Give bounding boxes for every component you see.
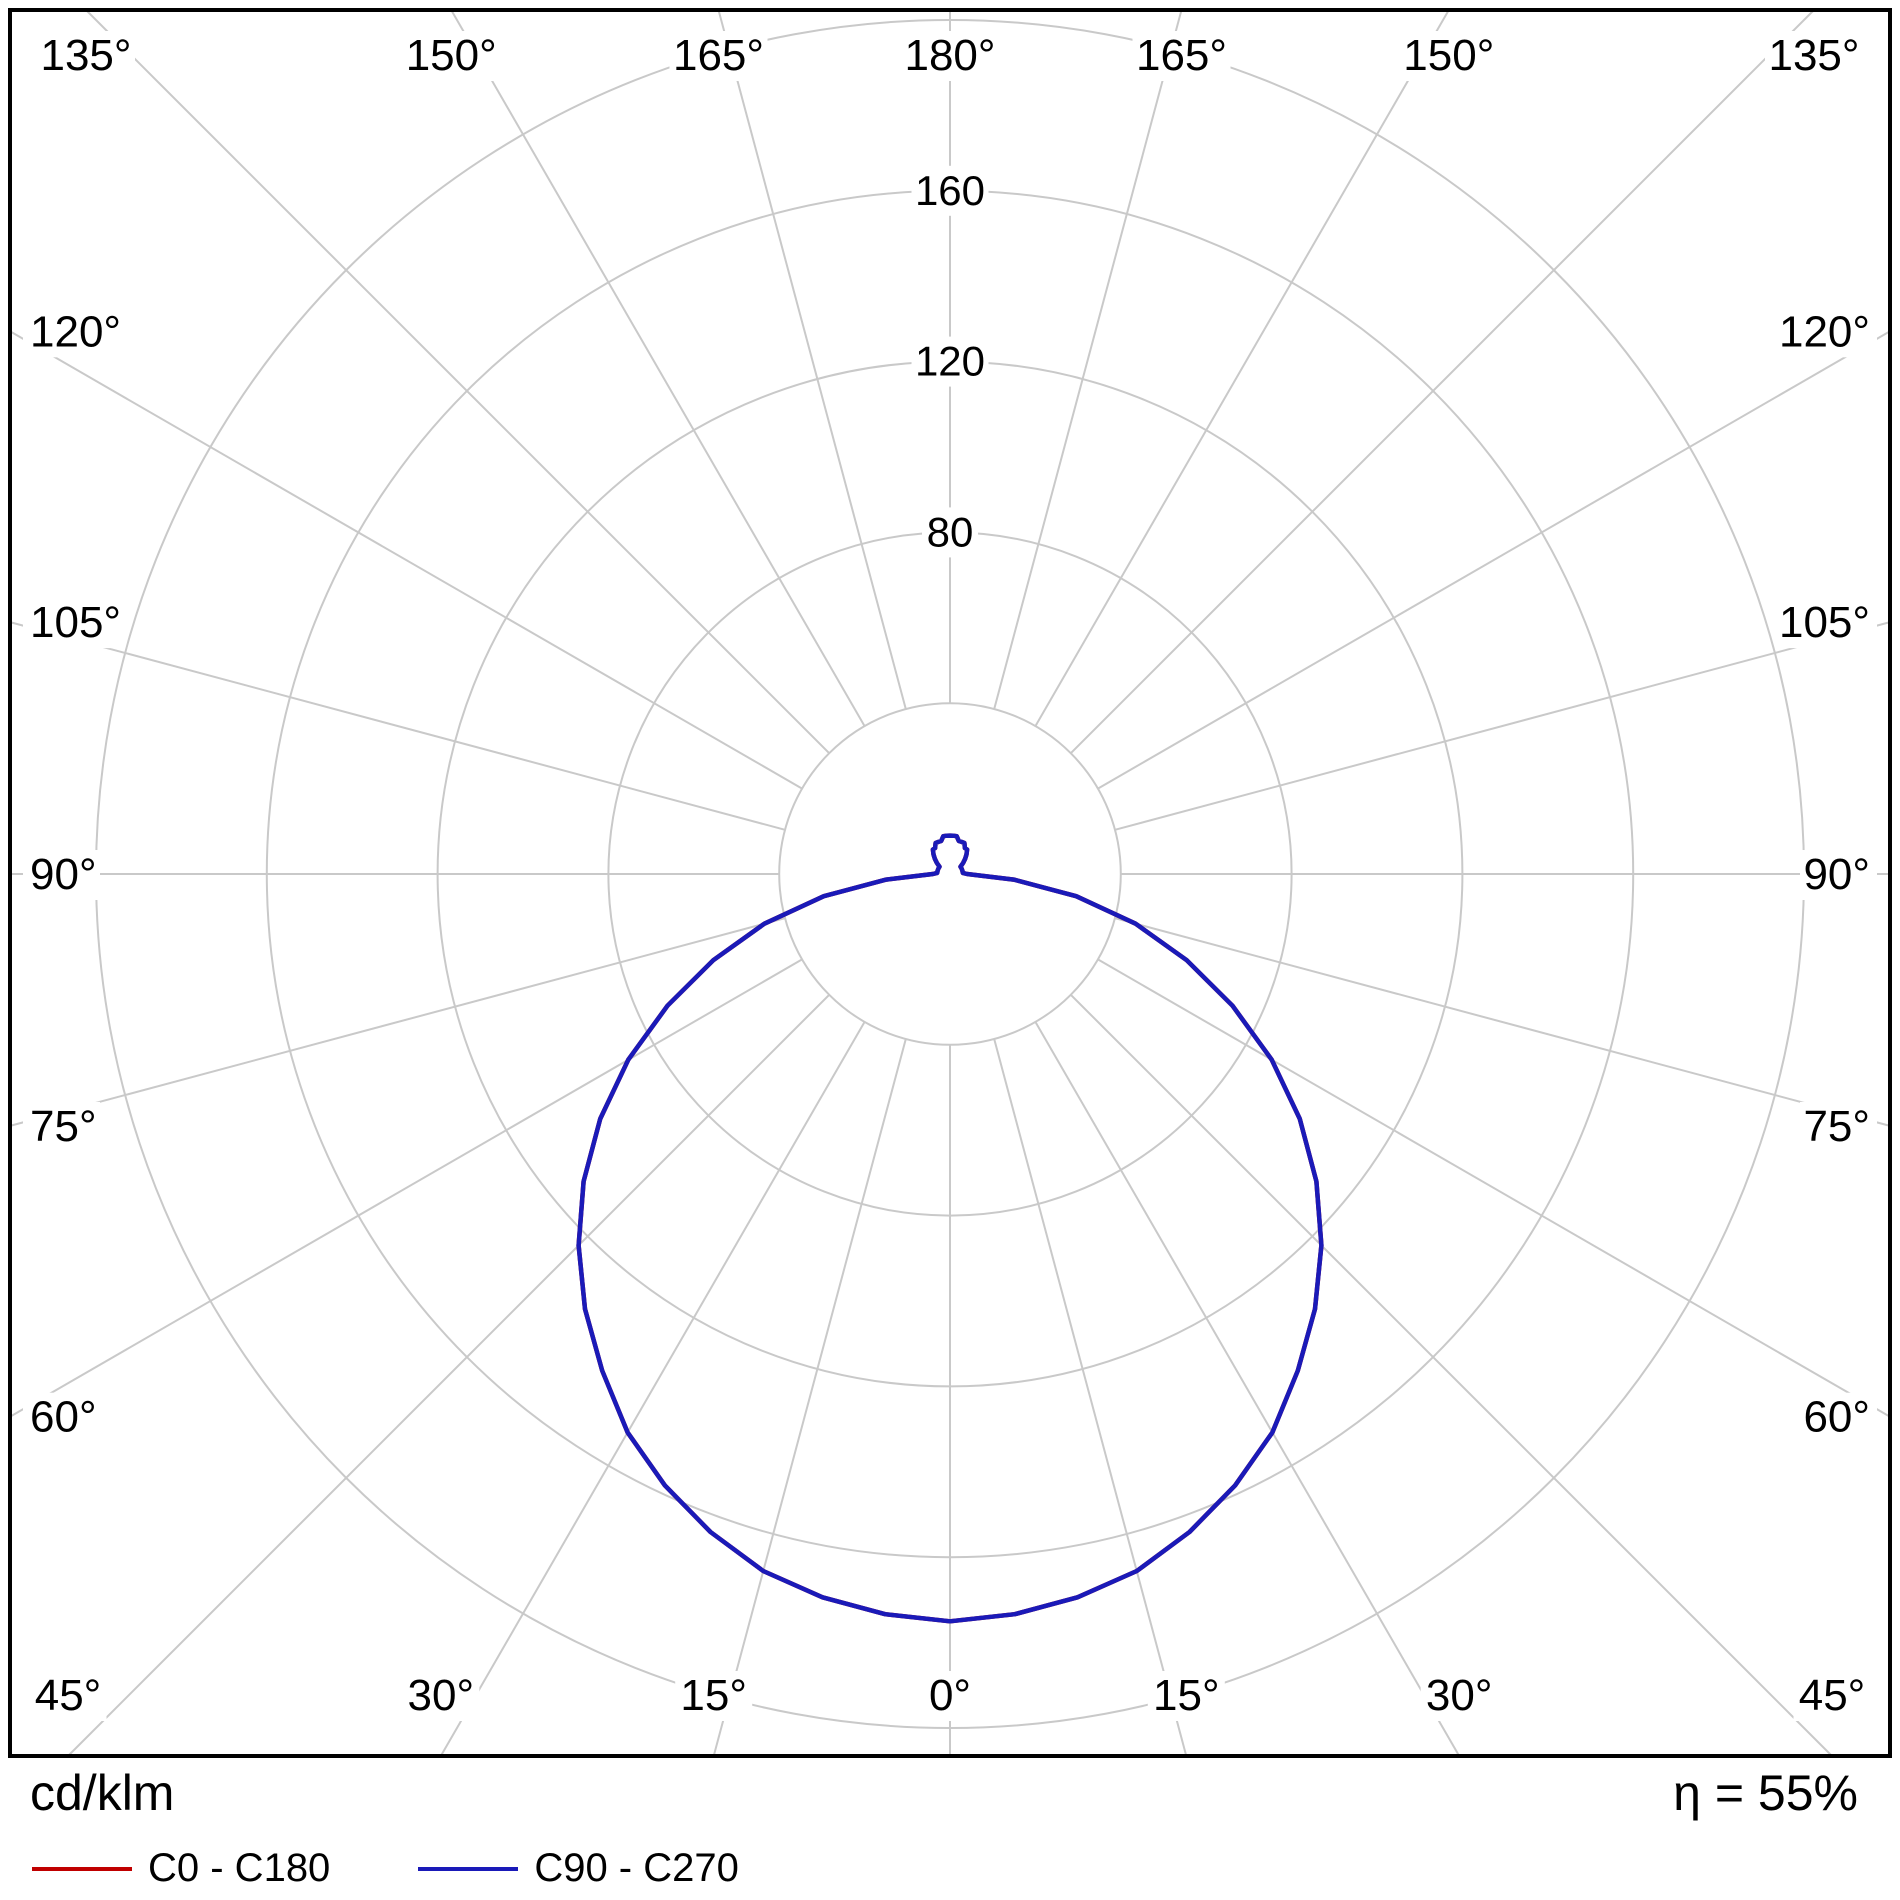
angle-tick-label-60-left: 60° — [30, 1393, 97, 1442]
tick-label-bg — [911, 165, 989, 216]
grid-spoke-45-right — [1070, 994, 1833, 1757]
angle-tick-label-105-left: 105° — [30, 598, 121, 647]
legend-line-blue-icon — [418, 1866, 519, 1871]
tick-label-bg — [1793, 1671, 1871, 1721]
grid-spoke-30-left — [439, 1021, 866, 1757]
angle-tick-label-180-right: 180° — [904, 31, 995, 80]
chart-footer: cd/klm η = 55% — [30, 1764, 1858, 1822]
tick-label-bg — [1399, 31, 1498, 81]
angle-tick-label-30-right: 30° — [1426, 1671, 1493, 1720]
legend-label-c0-c180: C0 - C180 — [148, 1846, 331, 1890]
tick-label-bg — [1420, 1671, 1498, 1721]
polar-intensity-chart: 0° 15° 15° 30° 30° 45° 45° 60° 60° 75° 75° 90° 90° 10… — [8, 8, 1892, 1758]
angle-tick-label-75-right: 75° — [1803, 1102, 1870, 1151]
chart-frame — [8, 8, 1892, 1758]
angle-tick-label-15-right: 15° — [1153, 1671, 1220, 1720]
grid-spoke-150-right — [1034, 9, 1450, 727]
tick-label-bg — [37, 31, 135, 81]
angle-tick-label-45-left: 45° — [35, 1671, 102, 1720]
grid-spoke-105-left — [9, 621, 786, 831]
tick-label-bg — [23, 598, 121, 649]
tick-label-bg — [23, 1392, 100, 1443]
angle-tick-label-120-left: 120° — [30, 307, 121, 356]
tick-label-bg — [675, 1671, 753, 1721]
grid-spoke-135-left — [85, 9, 830, 754]
legend-item-c90-c270: C90 - C270 — [418, 1846, 739, 1891]
angle-tick-label-15-left: 15° — [680, 1671, 747, 1720]
tick-label-bg — [1147, 1671, 1225, 1721]
tick-label-bg — [1132, 31, 1231, 81]
angle-tick-label-150-right: 150° — [1403, 31, 1494, 80]
angle-tick-label-90-left: 90° — [30, 850, 97, 899]
angle-tick-label-135-left: 135° — [40, 31, 131, 80]
tick-label-bg — [922, 1671, 978, 1721]
grid-spoke-165-right — [993, 9, 1183, 710]
tick-label-bg — [1800, 850, 1877, 900]
grid-spoke-120-left — [9, 330, 803, 790]
tick-label-bg — [23, 850, 100, 900]
radial-tick-label-80: 80 — [927, 508, 974, 555]
angle-tick-label-150-left: 150° — [406, 31, 497, 80]
grid-spoke-75-right — [1114, 917, 1891, 1127]
grid-spoke-60-right — [1097, 958, 1891, 1418]
angle-tick-label-120-right: 120° — [1779, 307, 1870, 356]
grid-spoke-15-left — [712, 1038, 907, 1757]
grid-spoke-165-left — [717, 9, 907, 710]
legend-item-c0-c180: C0 - C180 — [32, 1846, 330, 1891]
efficiency-label: η = 55% — [1673, 1765, 1858, 1821]
angle-tick-label-165-left: 165° — [673, 31, 764, 80]
tick-label-bg — [1779, 598, 1877, 649]
tick-label-bg — [402, 31, 501, 81]
angle-tick-label-75-left: 75° — [30, 1102, 97, 1151]
angle-tick-label-165-right: 165° — [1136, 31, 1227, 80]
angle-tick-label-30-left: 30° — [408, 1671, 475, 1720]
angle-tick-label-135-right: 135° — [1768, 31, 1859, 80]
angle-tick-label-90-right: 90° — [1803, 850, 1870, 899]
tick-label-bg — [1779, 307, 1877, 358]
tick-label-bg — [911, 336, 989, 387]
angle-tick-label-105-right: 105° — [1779, 598, 1870, 647]
tick-label-bg — [29, 1671, 107, 1721]
angle-tick-label-60-right: 60° — [1803, 1393, 1870, 1442]
angle-tick-label-0-right: 0° — [929, 1671, 971, 1720]
tick-label-bg — [1800, 1392, 1877, 1443]
grid-spoke-120-right — [1097, 330, 1891, 790]
tick-label-bg — [23, 307, 121, 358]
tick-label-bg — [669, 31, 768, 81]
tick-label-bg — [23, 1101, 100, 1152]
grid-spoke-45-left — [67, 994, 830, 1757]
grid-spoke-75-left — [9, 917, 786, 1127]
chart-legend: C0 - C180 C90 - C270 — [32, 1846, 739, 1891]
tick-label-bg — [402, 1671, 480, 1721]
legend-line-red-icon — [32, 1866, 132, 1871]
tick-label-bg — [922, 507, 978, 558]
grid-spoke-105-right — [1114, 621, 1891, 831]
units-label: cd/klm — [30, 1765, 175, 1821]
grid-spoke-60-left — [9, 958, 803, 1418]
grid-spoke-135-right — [1070, 9, 1815, 754]
radial-tick-label-120: 120 — [915, 338, 985, 385]
tick-label-bg — [1800, 1101, 1877, 1152]
legend-label-c90-c270: C90 - C270 — [534, 1846, 739, 1890]
grid-spoke-150-left — [450, 9, 866, 727]
grid-spoke-30-right — [1034, 1021, 1461, 1757]
tick-label-bg — [901, 31, 999, 81]
angle-tick-label-45-right: 45° — [1799, 1671, 1866, 1720]
radial-tick-label-160: 160 — [915, 167, 985, 214]
tick-label-bg — [1765, 31, 1863, 81]
series-curve-C90-C270 — [576, 833, 1324, 1624]
grid-spoke-15-right — [993, 1038, 1188, 1757]
